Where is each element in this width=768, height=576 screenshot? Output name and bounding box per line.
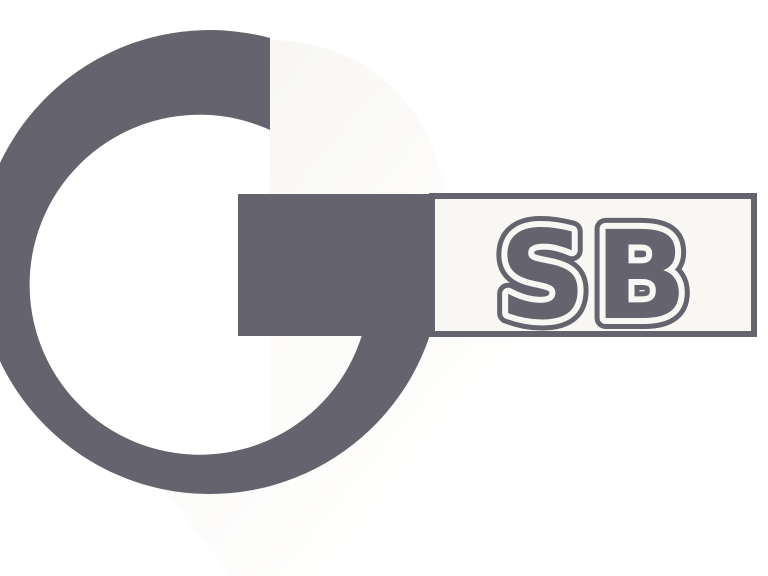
sb-letters-core: SB xyxy=(499,205,696,347)
g-crossbar xyxy=(238,194,438,336)
sb-letters-mid: SB xyxy=(499,205,696,347)
sb-letters-outline: SB xyxy=(499,205,696,347)
sb-letters: SB SB SB xyxy=(488,194,699,358)
sb-box xyxy=(429,193,757,337)
